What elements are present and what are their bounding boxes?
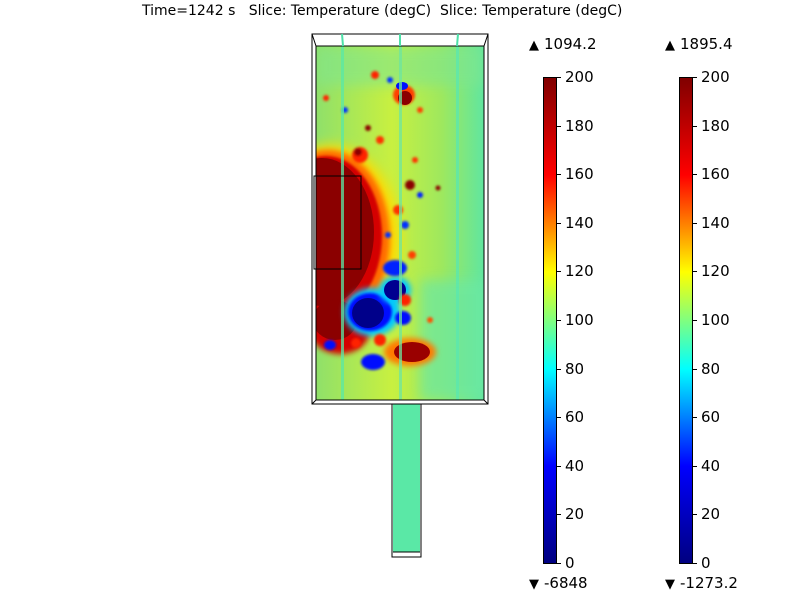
colorbar <box>679 77 693 564</box>
tick-mark <box>557 77 561 78</box>
legend-max: ▲ 1895.4 <box>665 35 733 53</box>
slice-field <box>316 46 484 400</box>
tick-label: 80 <box>701 359 721 378</box>
tick-label: 200 <box>701 68 730 86</box>
tick-mark <box>557 320 561 321</box>
tick-label: 20 <box>701 505 721 524</box>
tick-label: 40 <box>565 456 585 475</box>
tick-mark <box>693 320 697 321</box>
tick-mark <box>557 563 561 564</box>
tick-mark <box>693 222 697 224</box>
triangle-up-icon: ▲ <box>529 38 539 53</box>
tick-label: 180 <box>701 116 730 135</box>
color-legend-1: ▲ 1094.2 200 180 160 140 120 100 80 60 40 20 0 ▼ -68… <box>529 0 629 600</box>
triangle-down-icon: ▼ <box>665 577 675 592</box>
tick-label: 60 <box>565 408 585 427</box>
legend-min: ▼ -6848 <box>529 574 588 592</box>
tick-label: 0 <box>565 554 575 572</box>
tick-label: 200 <box>565 68 594 86</box>
tick-mark <box>557 368 561 370</box>
colorbar <box>543 77 557 564</box>
tick-label: 40 <box>701 456 721 475</box>
tick-label: 180 <box>565 116 594 135</box>
tick-mark <box>693 77 697 78</box>
legend-min: ▼ -1273.2 <box>665 574 738 592</box>
triangle-down-icon: ▼ <box>529 577 539 592</box>
tick-mark <box>693 465 697 467</box>
tick-label: 120 <box>701 262 730 281</box>
tick-mark <box>557 514 561 516</box>
outlet-pipe <box>391 403 422 558</box>
tick-label: 80 <box>565 359 585 378</box>
tick-mark <box>693 271 697 273</box>
tick-mark <box>557 465 561 467</box>
tick-label: 120 <box>565 262 594 281</box>
triangle-up-icon: ▲ <box>665 38 675 53</box>
tick-mark <box>693 368 697 370</box>
tick-mark <box>693 417 697 419</box>
tick-label: 160 <box>565 165 594 184</box>
tick-mark <box>557 174 561 176</box>
tick-mark <box>693 174 697 176</box>
tick-label: 160 <box>701 165 730 184</box>
tick-mark <box>557 125 561 127</box>
tick-mark <box>693 563 697 564</box>
legend-max: ▲ 1094.2 <box>529 35 597 53</box>
tick-mark <box>557 222 561 224</box>
plot-title: Time=1242 s Slice: Temperature (degC) Sl… <box>142 3 623 19</box>
tick-label: 20 <box>565 505 585 524</box>
tick-label: 140 <box>701 213 730 232</box>
color-legend-2: ▲ 1895.4 200 180 160 140 120 100 80 60 40 20 0 ▼ -12… <box>665 0 765 600</box>
tick-label: 140 <box>565 213 594 232</box>
tick-mark <box>557 271 561 273</box>
tick-mark <box>693 125 697 127</box>
tick-label: 0 <box>701 554 711 572</box>
slice-streaks <box>341 46 459 400</box>
tick-mark <box>557 417 561 419</box>
tick-label: 60 <box>701 408 721 427</box>
tick-label: 100 <box>701 311 730 329</box>
tick-mark <box>693 514 697 516</box>
tick-label: 100 <box>565 311 594 329</box>
